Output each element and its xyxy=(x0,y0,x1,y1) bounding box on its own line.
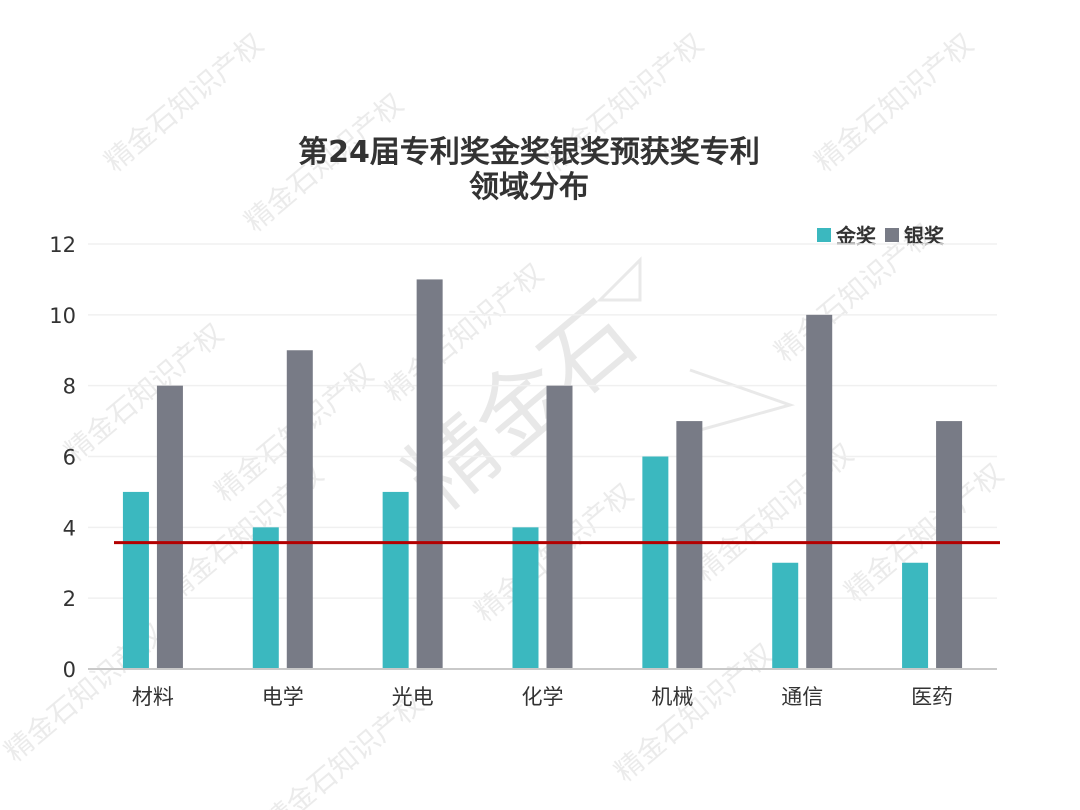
bar-gold-6 xyxy=(772,562,799,669)
y-tick-label: 12 xyxy=(49,233,76,257)
x-axis: 材料 电学 光电 化学 机械 通信 医药 xyxy=(88,668,997,709)
bar-silver-1 xyxy=(156,385,183,669)
watermark-text: 精金石知识产权 xyxy=(808,27,979,178)
bar-gold-5 xyxy=(642,456,669,669)
bar-silver-2 xyxy=(286,350,313,669)
chart-title-line-1: 第24届专利奖金奖银奖预获奖专利 xyxy=(298,135,760,170)
bar-silver-6 xyxy=(806,314,833,669)
bar-silver-5 xyxy=(676,421,703,669)
y-axis-ticks: 0 2 4 6 8 10 12 xyxy=(49,233,76,682)
gridlines xyxy=(88,243,997,599)
y-tick-label: 6 xyxy=(63,446,76,470)
bar-silver-7 xyxy=(936,421,963,669)
bar-gold-7 xyxy=(902,562,929,669)
bar-gold-1 xyxy=(122,491,149,669)
y-tick-label: 2 xyxy=(63,587,76,611)
bar-gold-4 xyxy=(512,527,539,669)
watermark-text: 精金石知识产权 xyxy=(98,27,269,178)
legend-swatch-gold xyxy=(817,228,831,242)
y-tick-label: 4 xyxy=(63,516,76,540)
bars xyxy=(122,279,963,669)
x-tick-label: 通信 xyxy=(781,685,823,709)
x-tick-label: 化学 xyxy=(522,685,564,709)
watermark-logo-mark xyxy=(596,256,796,432)
bar-gold-3 xyxy=(382,491,409,669)
watermark-text: 精金石知识产权 xyxy=(58,317,229,468)
x-tick-label: 材料 xyxy=(132,685,174,709)
x-tick-label: 光电 xyxy=(392,685,434,709)
y-tick-label: 0 xyxy=(63,658,76,682)
bar-gold-2 xyxy=(252,527,279,669)
y-tick-label: 10 xyxy=(49,304,76,328)
x-tick-label: 电学 xyxy=(262,685,304,709)
chart-title-line-2: 领域分布 xyxy=(469,170,589,205)
bar-silver-3 xyxy=(416,279,443,669)
x-tick-label: 医药 xyxy=(911,685,953,709)
x-tick-label: 机械 xyxy=(651,685,693,709)
legend-swatch-silver xyxy=(885,228,899,242)
bar-silver-4 xyxy=(546,385,573,669)
y-tick-label: 8 xyxy=(63,375,76,399)
